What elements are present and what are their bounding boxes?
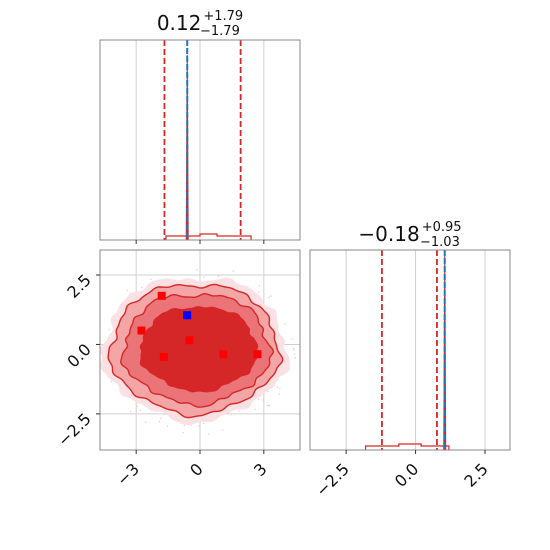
top-marginal-title-minus: −1.79 (200, 24, 240, 39)
title-2-plus: +0.95 (422, 220, 462, 235)
joint-sample-point (141, 286, 143, 289)
joint-sample-point (268, 296, 270, 299)
joint-sample-point (197, 425, 200, 427)
top-histogram-steps (165, 233, 252, 240)
joint-sample-point (278, 393, 280, 395)
right-histogram-spike (443, 254, 447, 450)
joint-ytick-label-2: 2.5 (63, 270, 94, 301)
contour-level-3 (139, 306, 259, 393)
joint-ytick-label-0: −2.5 (54, 409, 95, 450)
right-xtick-label-1: 0.0 (391, 459, 422, 490)
joint-sample-point (268, 404, 270, 407)
joint-sample-point (163, 413, 166, 416)
joint-sample-point (202, 422, 205, 424)
joint-contour-panel: −3 0 3 −2.5 0.0 2.5 (54, 249, 301, 490)
red-marker-2 (159, 352, 168, 361)
top-marginal-title: 0.12 +1.79 (157, 9, 243, 35)
joint-sample-point (266, 404, 269, 407)
joint-sample-point (294, 357, 297, 359)
joint-sample-point (208, 433, 210, 435)
joint-ytick-label-1: 0.0 (63, 340, 94, 371)
blue-marker-0 (183, 311, 192, 320)
right-marginal-panel: −2.5 0.0 2.5 (309, 249, 511, 500)
right-marginal-title: −0.18 +0.95 (358, 220, 461, 246)
joint-sample-point (182, 431, 184, 434)
joint-sample-point (195, 269, 198, 271)
top-plot-area (135, 40, 265, 240)
joint-sample-point (284, 323, 286, 325)
joint-sample-point (129, 410, 132, 413)
joint-sample-point (203, 276, 205, 278)
red-marker-0 (157, 291, 166, 300)
joint-sample-point (166, 425, 169, 427)
title-1-value: 0.12 (157, 11, 202, 35)
joint-sample-point (126, 289, 129, 292)
joint-sample-point (159, 417, 162, 419)
joint-sample-point (270, 295, 272, 298)
joint-sample-point (221, 429, 224, 431)
right-xtick-label-2: 2.5 (460, 459, 491, 490)
joint-sample-point (254, 408, 256, 411)
right-xtick-label-0: −2.5 (312, 459, 353, 500)
red-marker-5 (253, 350, 262, 359)
joint-sample-point (293, 353, 296, 355)
joint-sample-point (144, 421, 147, 424)
joint-sample-point (257, 398, 260, 401)
top-marginal-panel (99, 39, 301, 244)
joint-sample-point (130, 413, 133, 415)
joint-sample-point (217, 275, 220, 277)
joint-sample-point (158, 420, 161, 423)
joint-sample-point (136, 405, 139, 408)
joint-xtick-label-0: −3 (113, 459, 143, 489)
title-1-plus: +1.79 (203, 9, 243, 24)
title-2-value: −0.18 (358, 222, 419, 246)
joint-sample-point (108, 328, 110, 331)
right-marginal-title-minus: −1.03 (420, 235, 460, 250)
joint-sample-point (258, 285, 261, 287)
joint-sample-point (293, 349, 295, 351)
joint-xtick-label-1: 0 (186, 459, 207, 480)
joint-sample-point (262, 399, 265, 401)
joint-sample-point (110, 380, 113, 383)
red-marker-1 (137, 326, 146, 335)
right-frame (309, 249, 511, 451)
joint-sample-point (238, 410, 240, 412)
red-marker-3 (185, 336, 194, 345)
joint-sample-point (232, 270, 235, 272)
joint-sample-point (291, 338, 294, 340)
joint-xtick-label-2: 3 (250, 459, 271, 480)
joint-sample-point (227, 412, 230, 415)
joint-sample-point (150, 278, 152, 280)
joint-sample-point (279, 387, 281, 390)
joint-sample-point (139, 409, 142, 412)
red-marker-4 (219, 350, 228, 359)
joint-plot-area (100, 250, 300, 450)
joint-sample-point (183, 424, 186, 427)
joint-sample-point (292, 347, 295, 350)
joint-sample-point (257, 291, 260, 293)
joint-sample-point (276, 385, 279, 388)
right-plot-area (345, 250, 486, 450)
